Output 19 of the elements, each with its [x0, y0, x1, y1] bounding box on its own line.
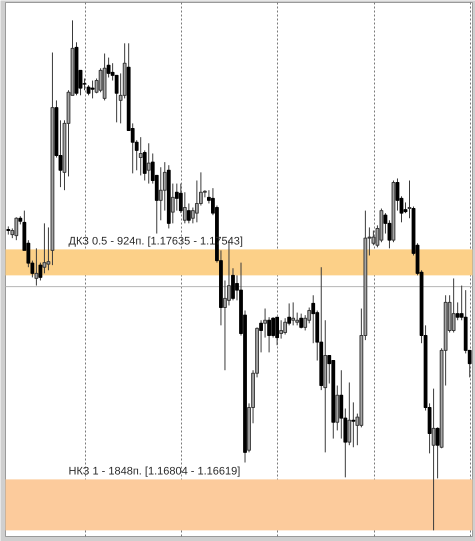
candlestick	[158, 166, 163, 221]
candlestick	[138, 136, 143, 176]
candlestick	[14, 216, 18, 241]
candlestick	[90, 80, 94, 99]
candlestick	[275, 316, 280, 346]
candlestick	[146, 142, 151, 184]
band-label: НКЗ 1 - 1848п. [1.16804 - 1.16619]	[68, 465, 240, 478]
candlestick	[186, 202, 191, 224]
candlestick	[291, 302, 296, 326]
candlestick	[347, 382, 352, 446]
candlestick	[170, 183, 175, 224]
candlestick	[452, 278, 456, 333]
candlestick	[432, 388, 436, 531]
candlestick	[351, 402, 356, 448]
candlestick	[279, 320, 284, 340]
candlestick	[339, 370, 344, 440]
candlestick	[295, 312, 300, 326]
candlestick	[299, 313, 304, 329]
candlestick	[34, 248, 38, 286]
